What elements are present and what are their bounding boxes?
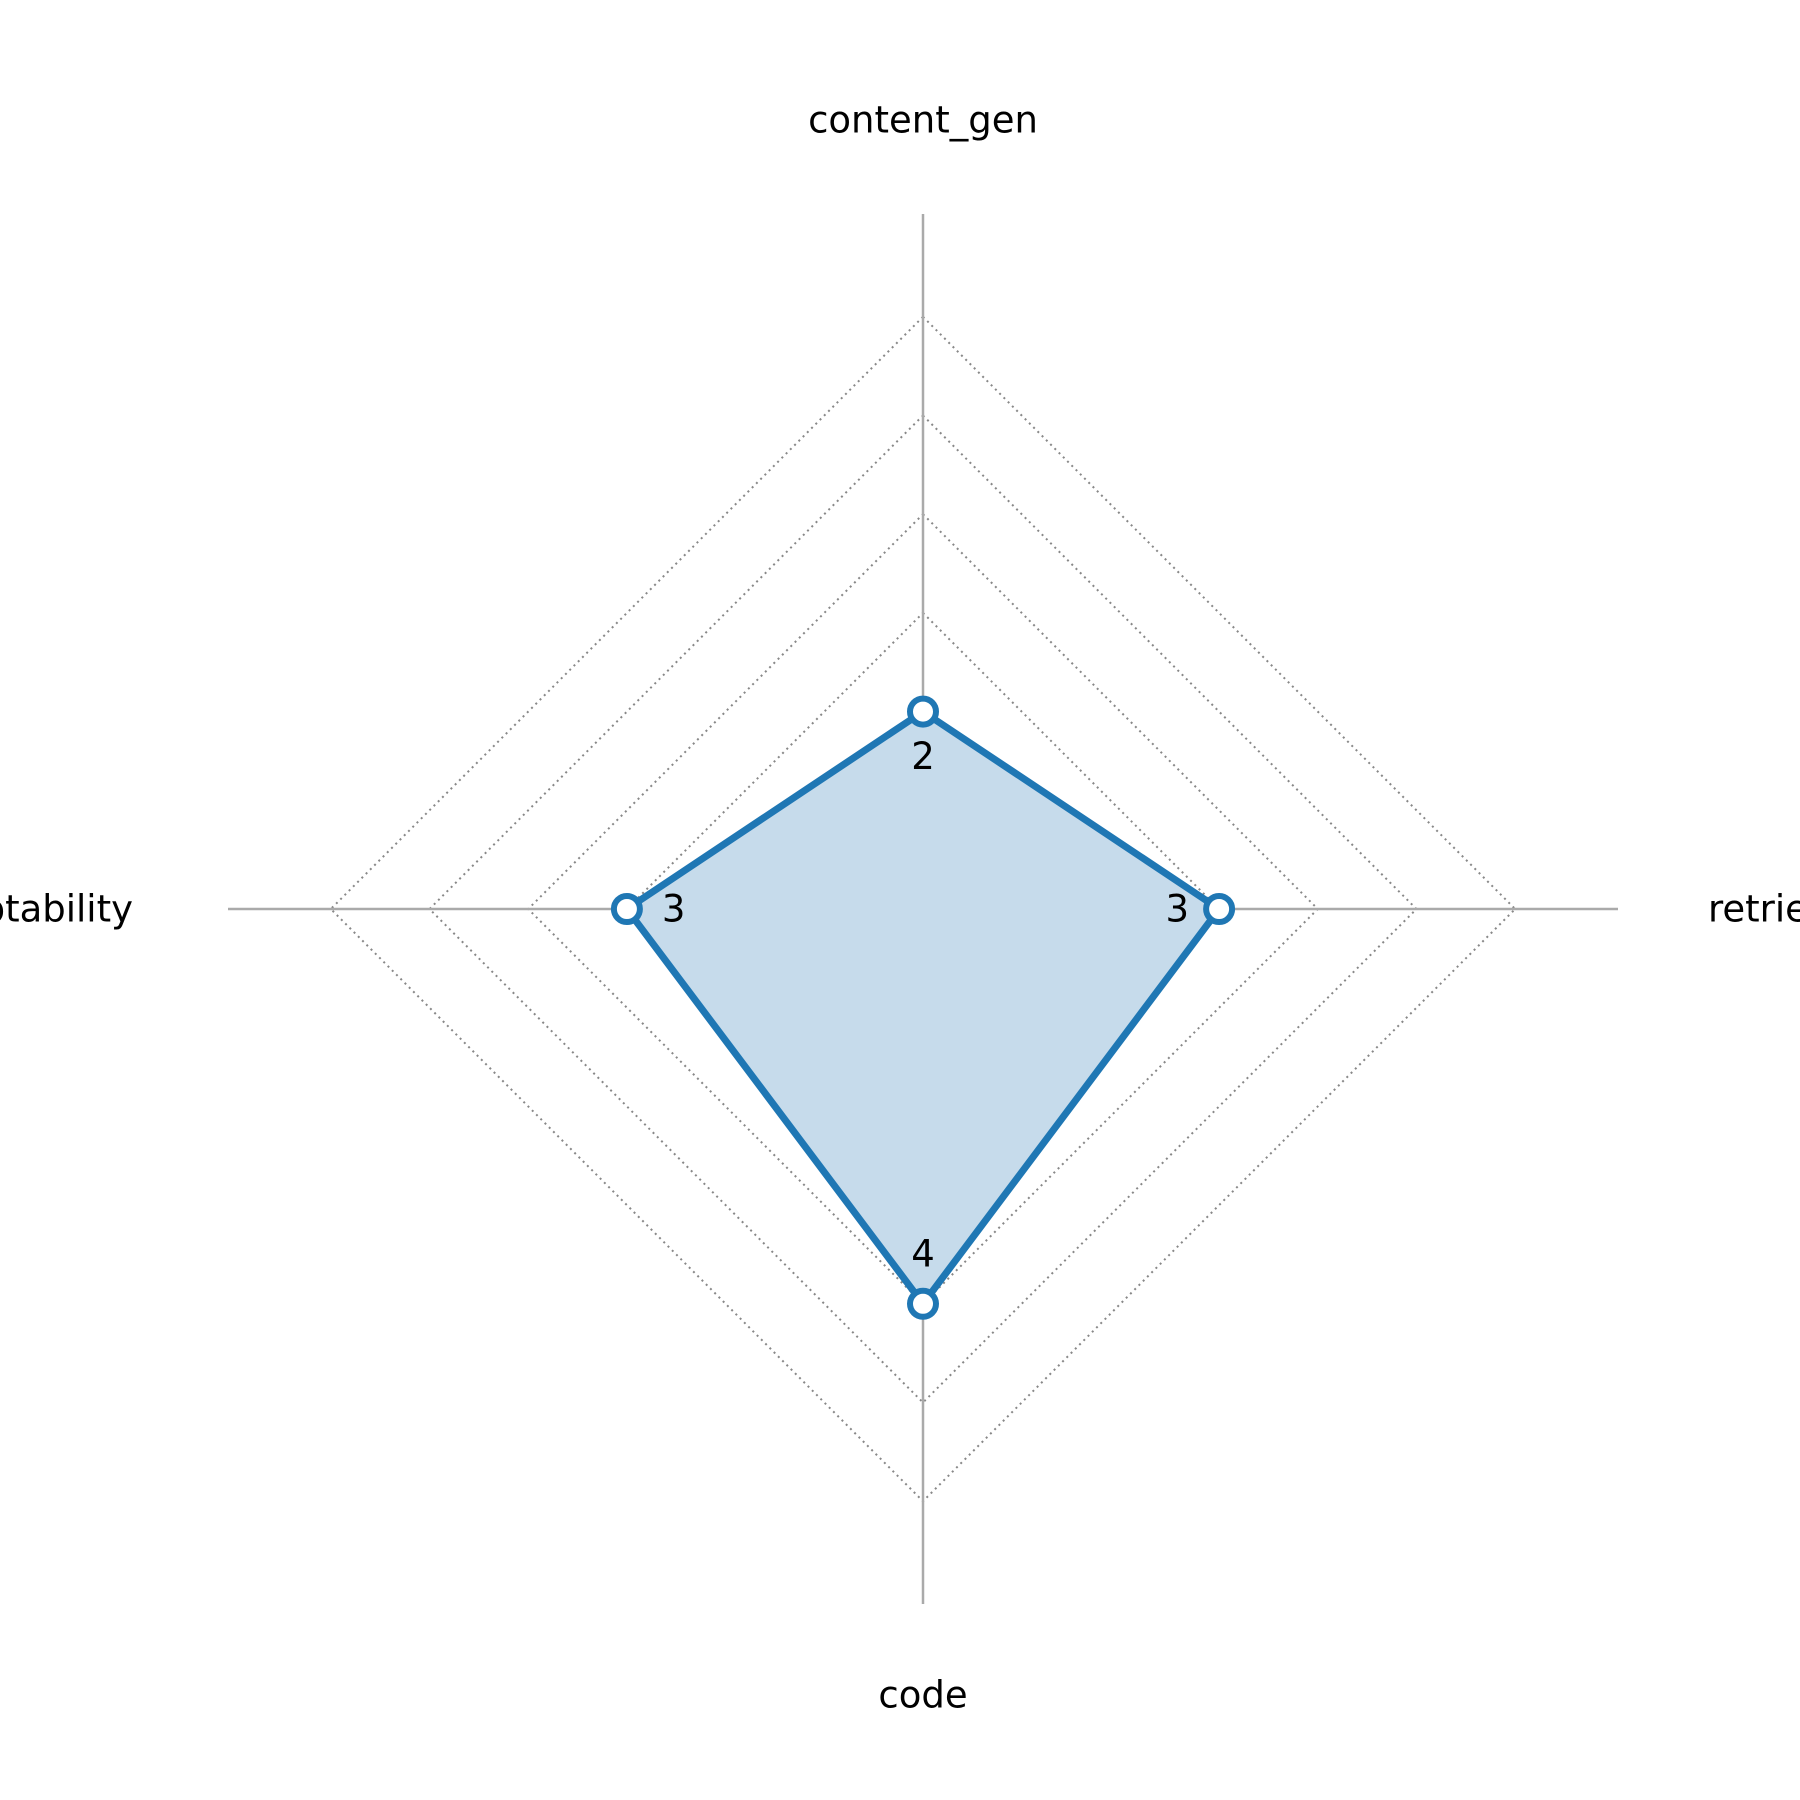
marker-layer <box>610 695 1236 1320</box>
data-point-adaptability <box>610 893 643 925</box>
axis-label-retrieval: retrieval <box>1708 888 1800 931</box>
data-point-content_gen <box>907 695 939 728</box>
value-label-code: 4 <box>911 1232 935 1275</box>
value-label-retrieval: 3 <box>1166 888 1190 931</box>
axis-label-adaptability: adaptability <box>0 888 133 931</box>
data-point-retrieval <box>1203 893 1236 925</box>
value-label-adaptability: 3 <box>662 888 686 931</box>
data-point-code <box>907 1287 939 1320</box>
axis-label-code: code <box>878 1674 967 1717</box>
series-area <box>623 708 1223 1308</box>
value-label-content_gen: 2 <box>911 735 935 778</box>
series-layer <box>623 708 1223 1308</box>
label-layer: 2 3 4 3 content_gen retrieval code adaptability <box>0 99 1800 1717</box>
axis-label-content_gen: content_gen <box>808 99 1038 142</box>
